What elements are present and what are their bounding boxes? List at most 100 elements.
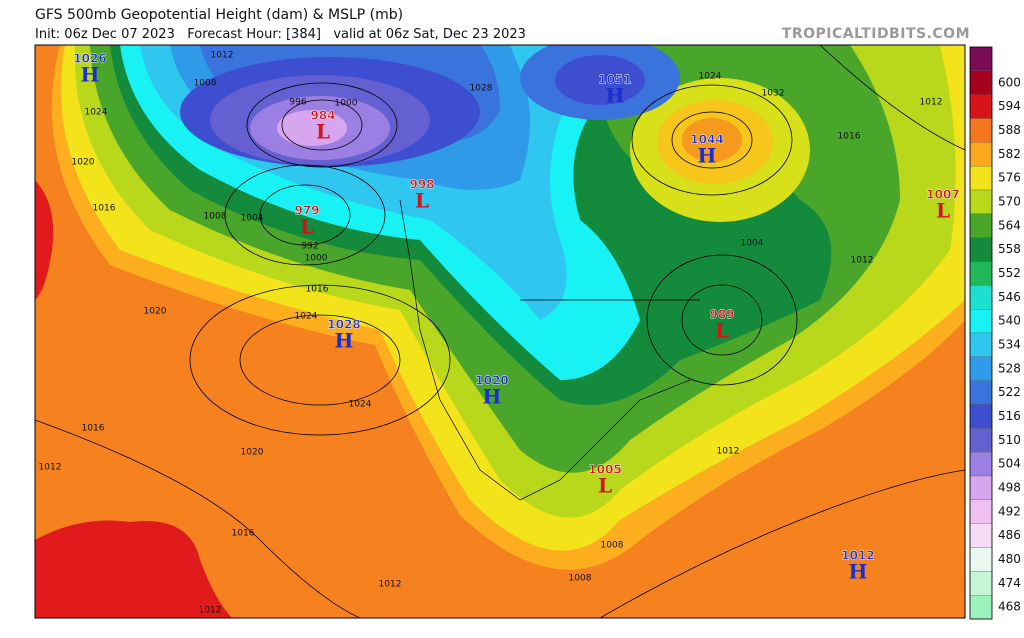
pressure-letter: L <box>598 474 612 498</box>
isobar-label: 1032 <box>762 89 785 99</box>
colorbar-label: 582 <box>998 147 1021 161</box>
colorbar-swatch <box>969 237 993 262</box>
colorbar-swatch <box>969 70 993 95</box>
colorbar-swatch <box>969 571 993 596</box>
colorbar-swatch <box>969 332 993 357</box>
pressure-value: 984 <box>310 109 335 123</box>
isobar-label: 1000 <box>335 99 358 109</box>
subtitle: Init: 06z Dec 07 2023 Forecast Hour: [38… <box>35 27 526 42</box>
isobar-label: 1004 <box>241 214 264 224</box>
isobar-label: 1000 <box>305 254 328 264</box>
isobar-label: 1028 <box>470 84 493 94</box>
colorbar-swatch <box>969 475 993 500</box>
colorbar-label: 564 <box>998 218 1021 232</box>
colorbar-swatch <box>969 499 993 524</box>
pressure-value: 1026 <box>73 52 106 66</box>
colorbar-swatch <box>969 261 993 286</box>
isobar-label: 1012 <box>39 463 62 473</box>
colorbar-label: 498 <box>998 480 1021 494</box>
colorbar-swatch <box>969 285 993 310</box>
isobar-label: 1016 <box>232 529 255 539</box>
colorbar-swatch <box>969 523 993 548</box>
source: TROPICALTIDBITS.COM <box>782 26 970 42</box>
pressure-value: 1020 <box>475 374 508 388</box>
isobar-label: 1012 <box>717 447 740 457</box>
colorbar-label: 474 <box>998 576 1021 590</box>
pressure-value: 1051 <box>598 73 631 87</box>
colorbar-label: 600 <box>998 75 1021 89</box>
colorbar-label: 540 <box>998 314 1021 328</box>
colorbar-label: 552 <box>998 266 1021 280</box>
map <box>35 45 965 618</box>
isobar-label: 1012 <box>920 98 943 108</box>
isobar-label: 1012 <box>379 580 402 590</box>
colorbar-swatch <box>969 213 993 238</box>
colorbar-label: 558 <box>998 242 1021 256</box>
colorbar-label: 504 <box>998 457 1021 471</box>
colorbar-label: 588 <box>998 123 1021 137</box>
colorbar-label: 546 <box>998 290 1021 304</box>
colorbar-swatch <box>969 595 993 620</box>
pressure-value: 1012 <box>841 549 874 563</box>
colorbar-swatch <box>969 547 993 572</box>
colorbar-frame <box>969 46 993 620</box>
isobar-label: 1020 <box>144 307 167 317</box>
colorbar-label: 522 <box>998 385 1021 399</box>
pressure-value: 979 <box>294 204 319 218</box>
colorbar-swatch <box>969 380 993 405</box>
colorbar-swatch <box>969 189 993 214</box>
colorbar-label: 570 <box>998 194 1021 208</box>
colorbar-label: 576 <box>998 171 1021 185</box>
colorbar-label: 468 <box>998 600 1021 614</box>
pressure-letter: L <box>715 319 729 343</box>
isobar-label: 1016 <box>82 424 105 434</box>
isobar-label: 1024 <box>85 108 108 118</box>
pressure-letter: L <box>936 199 950 223</box>
colorbar-swatch <box>969 309 993 334</box>
isobar-label: 1024 <box>699 72 722 82</box>
isobar-label: 1008 <box>194 79 217 89</box>
isobar-label: 992 <box>301 242 318 252</box>
isobar-label: 1024 <box>295 312 318 322</box>
pressure-value: 1007 <box>926 188 959 202</box>
pressure-letter: H <box>698 144 717 168</box>
isobar-label: 1016 <box>93 204 116 214</box>
colorbar-label: 534 <box>998 337 1021 351</box>
isobar-label: 1016 <box>838 132 861 142</box>
colorbar-label: 528 <box>998 361 1021 375</box>
pressure-value: 1044 <box>690 133 723 147</box>
colorbar-swatch <box>969 452 993 477</box>
isobar-label: 1016 <box>306 285 329 295</box>
map-frame <box>34 44 966 619</box>
isobar-label: 1008 <box>601 541 624 551</box>
colorbar-swatch <box>969 118 993 143</box>
colorbar-label: 480 <box>998 552 1021 566</box>
colorbar-swatch <box>969 166 993 191</box>
colorbar-top <box>970 47 992 71</box>
isobar-label: 996 <box>289 98 306 108</box>
isobar-label: 1008 <box>569 574 592 584</box>
isobar-label: 1020 <box>241 448 264 458</box>
colorbar-label: 486 <box>998 528 1021 542</box>
pressure-letter: H <box>606 84 625 108</box>
colorbar-swatch <box>969 356 993 381</box>
isobar-label: 1012 <box>851 256 874 266</box>
colorbar-label: 516 <box>998 409 1021 423</box>
pressure-value: 1005 <box>588 463 621 477</box>
pressure-letter: L <box>316 120 330 144</box>
colorbar-label: 492 <box>998 504 1021 518</box>
pressure-letter: H <box>335 329 354 353</box>
isobar-label: 1020 <box>72 158 95 168</box>
title: GFS 500mb Geopotential Height (dam) & MS… <box>35 7 403 23</box>
colorbar-label: 594 <box>998 99 1021 113</box>
isobar-label: 1012 <box>199 606 222 616</box>
pressure-letter: H <box>81 63 100 87</box>
colorbar-swatch <box>969 404 993 429</box>
colorbar-swatch <box>969 142 993 167</box>
pressure-value: 989 <box>709 308 734 322</box>
colorbar-swatch <box>969 94 993 119</box>
isobar-label: 1024 <box>349 400 372 410</box>
map-labels: 1012 1008 1024 1020 1016 1008 1004 992 1000 1016 1… <box>39 51 960 616</box>
pressure-value: 998 <box>409 178 434 192</box>
